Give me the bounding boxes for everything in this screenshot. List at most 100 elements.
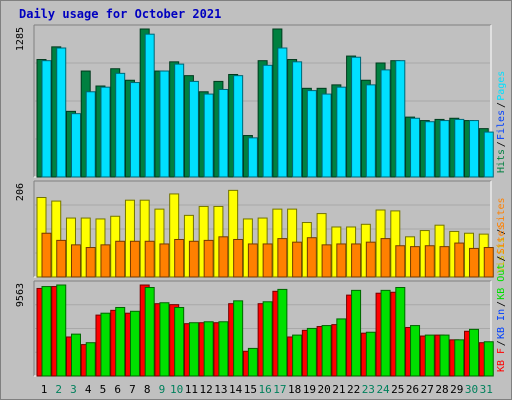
x-tick-label: 27 [421, 383, 434, 396]
bar-pages [100, 86, 111, 178]
bar-kb-in [262, 301, 273, 377]
bar-sites [395, 245, 406, 278]
bar-kb-in [129, 310, 140, 377]
x-tick-label: 24 [376, 383, 390, 396]
bar-sites [188, 240, 199, 278]
x-tick-label: 5 [100, 383, 107, 396]
bar-sites [262, 243, 273, 278]
x-tick-label: 31 [480, 383, 493, 396]
legend-entry: Pages [496, 71, 507, 101]
bar-kb-in [292, 334, 303, 377]
bar-kb-in [321, 325, 332, 377]
bar-kb-in [85, 342, 96, 377]
bar-sites [336, 243, 347, 278]
bar-pages [203, 93, 214, 178]
x-tick-label: 15 [244, 383, 257, 396]
legend-entry: Hits [496, 149, 507, 173]
bar-sites [277, 238, 288, 278]
legend-entry: / [496, 102, 507, 108]
bar-pages [129, 82, 140, 178]
x-tick-label: 29 [450, 383, 463, 396]
x-tick-label: 9 [159, 383, 166, 396]
bar-kb-in [351, 289, 362, 377]
bar-kb-in [277, 288, 288, 377]
bar-sites [365, 241, 376, 278]
bar-sites [203, 239, 214, 278]
x-tick-label: 3 [70, 383, 77, 396]
bar-sites [292, 241, 303, 278]
bar-kb-in [395, 287, 406, 377]
x-tick-label: 22 [347, 383, 360, 396]
bar-sites [321, 244, 332, 278]
bar-kb-in [115, 306, 126, 377]
x-tick-label: 2 [55, 383, 62, 396]
bar-pages [410, 117, 421, 178]
legend-entry: KB In [496, 309, 507, 339]
legend-entry: Visits [496, 237, 507, 273]
bar-sites [70, 244, 81, 278]
bar-kb-in [336, 318, 347, 377]
legend-entry: / [496, 229, 507, 235]
bar-sites [247, 243, 258, 278]
bar-pages [159, 70, 170, 178]
bar-pages [483, 131, 494, 178]
bar-sites [218, 236, 229, 278]
bar-pages [424, 121, 435, 178]
x-tick-label: 13 [214, 383, 227, 396]
bar-sites [85, 247, 96, 278]
x-tick-label: 19 [303, 383, 316, 396]
bar-pages [188, 80, 199, 178]
bar-pages [365, 84, 376, 178]
bar-sites [56, 239, 67, 278]
bar-pages [144, 33, 155, 178]
bar-pages [277, 47, 288, 178]
x-tick-label: 14 [229, 383, 243, 396]
bar-sites [233, 238, 244, 278]
bar-sites [454, 242, 465, 278]
bar-kb-in [218, 321, 229, 377]
x-tick-label: 23 [362, 383, 375, 396]
chart-title: Daily usage for October 2021 [19, 7, 222, 21]
bar-kb-in [41, 286, 52, 377]
x-tick-label: 20 [317, 383, 330, 396]
x-tick-label: 26 [406, 383, 419, 396]
bar-sites [100, 244, 111, 278]
bar-kb-in [70, 333, 81, 377]
bar-pages [439, 120, 450, 178]
legend-entry: / [496, 141, 507, 147]
bar-pages [115, 72, 126, 178]
bar-kb-in [454, 339, 465, 377]
x-tick-label: 7 [129, 383, 136, 396]
bar-pages [85, 91, 96, 178]
bar-pages [41, 60, 52, 178]
x-tick-label: 12 [200, 383, 213, 396]
bar-kb-in [365, 331, 376, 377]
bar-sites [351, 243, 362, 278]
bar-pages [262, 64, 273, 178]
bar-kb-in [483, 341, 494, 377]
bar-pages [469, 120, 480, 178]
legend-entry: KB Out [496, 264, 507, 300]
bar-kb-in [439, 334, 450, 377]
x-tick-label: 1 [41, 383, 48, 396]
bar-pages [56, 47, 67, 178]
bar-sites [483, 247, 494, 278]
x-tick-label: 30 [465, 383, 478, 396]
x-tick-label: 16 [259, 383, 272, 396]
legend-entry: / [496, 340, 507, 346]
panel-max-label: 9563 [15, 283, 26, 307]
bar-pages [306, 90, 317, 178]
bar-sites [159, 243, 170, 278]
bar-kb-in [233, 300, 244, 377]
bar-sites [380, 238, 391, 278]
bar-kb-in [306, 327, 317, 377]
bar-kb-in [203, 321, 214, 377]
bar-kb-in [159, 302, 170, 377]
x-tick-label: 11 [185, 383, 198, 396]
bar-kb-in [469, 328, 480, 377]
panel-max-label: 1285 [15, 27, 26, 51]
legend-entry: Sites [496, 224, 507, 254]
bar-sites [306, 237, 317, 278]
bar-kb-in [144, 287, 155, 377]
bar-kb-in [380, 289, 391, 377]
